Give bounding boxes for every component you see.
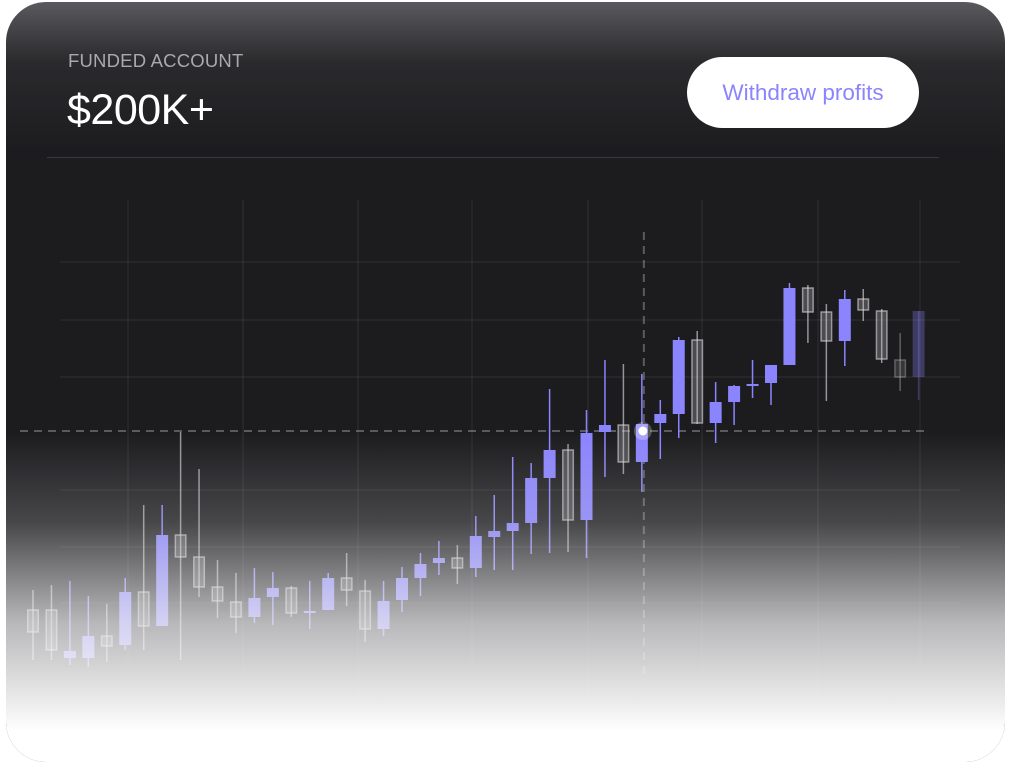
candle-body-down: [451, 557, 464, 569]
candle-body-up: [469, 536, 482, 568]
candle-body-down: [285, 587, 298, 614]
candle-body-down: [691, 339, 704, 424]
header-divider: [47, 157, 939, 158]
candle-body-up: [488, 531, 501, 537]
candle-body-down: [340, 577, 353, 591]
withdraw-profits-button[interactable]: Withdraw profits: [687, 57, 919, 128]
account-amount: $200K+: [67, 86, 214, 134]
candle-body-up: [728, 386, 741, 402]
candle-body-up: [525, 478, 538, 523]
account-type-label: FUNDED ACCOUNT: [68, 50, 244, 71]
candle-body-up: [912, 311, 925, 377]
candle-body-up: [432, 558, 445, 563]
candle-body-up: [266, 588, 279, 597]
candle-body-up: [82, 636, 95, 658]
candle-body-up: [672, 340, 685, 414]
candle-body-up: [63, 651, 76, 658]
candle-body-down: [875, 310, 888, 360]
candle-body-up: [543, 450, 556, 478]
candle-body-down: [229, 601, 242, 618]
candle-body-up: [303, 611, 316, 613]
candle-body-down: [894, 359, 907, 378]
candle-body-up: [654, 414, 667, 423]
candle-body-down: [359, 590, 372, 630]
candle-body-down: [857, 298, 870, 311]
candle-body-up: [765, 365, 777, 383]
highlight-dot: [638, 426, 648, 436]
candle-body-down: [193, 556, 206, 588]
candle-body-up: [838, 299, 851, 341]
candle-body-down: [617, 424, 630, 463]
candle-body-down: [820, 311, 833, 342]
candle-body-down: [27, 609, 39, 633]
candle-body-up: [414, 564, 427, 578]
candle-body-down: [45, 609, 58, 651]
candle-body-up: [396, 578, 408, 600]
candle-body-up: [377, 601, 390, 629]
candle-body-up: [580, 433, 593, 520]
candle-body-down: [562, 449, 575, 521]
candle-body-up: [709, 402, 722, 423]
candle-body-up: [156, 535, 169, 626]
candle-body-up: [598, 425, 611, 432]
candle-body-down: [211, 586, 224, 602]
candle-body-down: [801, 287, 814, 313]
candle-body-down: [174, 534, 187, 558]
candle-body-up: [783, 288, 796, 365]
candle-body-up: [119, 592, 132, 645]
candle-body-down: [100, 635, 113, 647]
candle-body-up: [322, 578, 335, 610]
candle-body-down: [137, 591, 150, 627]
candle-body-up: [248, 598, 261, 617]
candle-body-up: [506, 523, 519, 531]
funded-account-card: FUNDED ACCOUNT $200K+ Withdraw profits: [6, 2, 1005, 762]
candle-body-up: [746, 384, 759, 386]
